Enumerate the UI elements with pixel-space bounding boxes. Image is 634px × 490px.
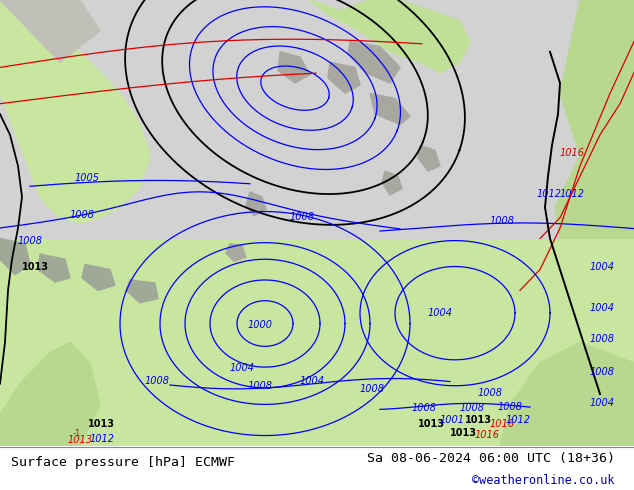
Polygon shape xyxy=(126,280,158,303)
Text: 1012: 1012 xyxy=(560,189,585,199)
Text: 1016: 1016 xyxy=(490,419,515,429)
Text: 1008: 1008 xyxy=(360,384,385,394)
Text: 1004: 1004 xyxy=(590,262,615,271)
Text: Sa 08-06-2024 06:00 UTC (18+36): Sa 08-06-2024 06:00 UTC (18+36) xyxy=(367,452,615,465)
Polygon shape xyxy=(0,342,100,446)
Text: 1004: 1004 xyxy=(428,308,453,318)
Text: 1013: 1013 xyxy=(465,415,492,425)
Text: 1016: 1016 xyxy=(560,147,585,158)
Text: 1013: 1013 xyxy=(68,435,93,445)
Text: 1004: 1004 xyxy=(590,303,615,313)
Text: 1013: 1013 xyxy=(88,419,115,429)
Text: ©weatheronline.co.uk: ©weatheronline.co.uk xyxy=(472,474,615,487)
Text: 1008: 1008 xyxy=(490,216,515,226)
Bar xyxy=(0,0,634,239)
Text: 1013: 1013 xyxy=(418,419,445,429)
Text: Surface pressure [hPa] ECMWF: Surface pressure [hPa] ECMWF xyxy=(11,456,235,469)
Text: 1004: 1004 xyxy=(590,398,615,409)
Polygon shape xyxy=(328,62,360,93)
Polygon shape xyxy=(226,244,246,261)
Polygon shape xyxy=(382,171,402,195)
Polygon shape xyxy=(418,145,440,171)
Polygon shape xyxy=(560,0,634,155)
Text: 1008: 1008 xyxy=(590,334,615,344)
Text: 1012: 1012 xyxy=(506,415,531,425)
Text: 1008: 1008 xyxy=(498,402,523,412)
Polygon shape xyxy=(0,0,100,62)
Polygon shape xyxy=(0,239,30,275)
Polygon shape xyxy=(348,42,400,83)
Polygon shape xyxy=(38,254,70,282)
Text: 1008: 1008 xyxy=(70,210,95,220)
Text: 1008: 1008 xyxy=(18,236,43,245)
Polygon shape xyxy=(310,0,470,73)
Text: 1004: 1004 xyxy=(230,363,255,373)
Bar xyxy=(0,239,634,446)
Text: 1001: 1001 xyxy=(440,415,465,425)
Text: -1: -1 xyxy=(73,429,81,438)
Polygon shape xyxy=(555,135,634,239)
Text: 1016: 1016 xyxy=(475,430,500,440)
Text: 1008: 1008 xyxy=(460,403,485,413)
Text: 1008: 1008 xyxy=(290,212,315,222)
Polygon shape xyxy=(82,265,115,291)
Text: 1005: 1005 xyxy=(75,173,100,183)
Text: 1008: 1008 xyxy=(478,388,503,398)
Text: 1004: 1004 xyxy=(300,376,325,386)
Polygon shape xyxy=(246,192,266,216)
Text: 1008: 1008 xyxy=(590,368,615,377)
Polygon shape xyxy=(278,52,310,83)
Text: 1008: 1008 xyxy=(145,376,170,386)
Polygon shape xyxy=(370,93,410,124)
Text: 1008: 1008 xyxy=(248,381,273,391)
Polygon shape xyxy=(500,342,634,446)
Text: 1013: 1013 xyxy=(450,428,477,438)
Text: 1012: 1012 xyxy=(537,189,562,199)
Polygon shape xyxy=(0,0,150,223)
Text: 1013: 1013 xyxy=(22,262,49,271)
Text: 1000: 1000 xyxy=(248,319,273,330)
Text: 1012: 1012 xyxy=(90,434,115,444)
Text: 1008: 1008 xyxy=(412,403,437,413)
